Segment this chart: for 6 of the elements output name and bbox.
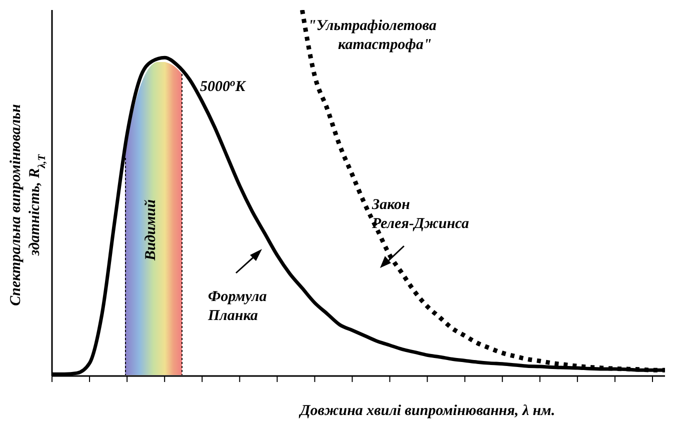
annotation: "Ультрафіолетова катастрофа" — [308, 18, 437, 53]
series-label: Закон Релея-Джинса — [372, 196, 470, 234]
annotation: Видимий — [143, 199, 159, 262]
legend-label: Формула Планка — [208, 288, 268, 326]
x-axis-title: Довжина хвилі випромінювання, λ нм. — [300, 402, 556, 421]
annotation: 5000$^{o}$K — [200, 78, 246, 95]
